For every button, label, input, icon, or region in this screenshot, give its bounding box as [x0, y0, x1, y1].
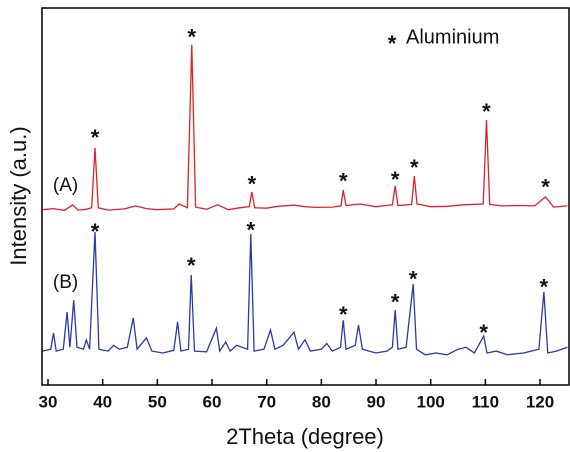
legend-label: Aluminium — [406, 26, 499, 48]
peak-marker: * — [188, 25, 197, 50]
x-tick-label: 40 — [93, 392, 112, 411]
peak-marker: * — [540, 275, 549, 300]
peak-marker: * — [482, 99, 491, 124]
peak-marker: * — [91, 125, 100, 150]
x-tick-label: 80 — [312, 392, 331, 411]
x-tick-label: 100 — [417, 392, 445, 411]
series-label: (A) — [53, 175, 78, 196]
series-line — [42, 44, 568, 212]
x-tick-label: 110 — [472, 392, 499, 411]
x-tick-label: 50 — [148, 392, 167, 411]
x-tick-label: 30 — [39, 392, 58, 411]
legend-marker: * — [388, 31, 397, 56]
plot-frame — [41, 7, 570, 386]
peak-marker: * — [541, 175, 550, 200]
peak-marker: * — [410, 155, 419, 180]
peak-marker: * — [339, 169, 348, 194]
x-tick-label: 90 — [367, 392, 386, 411]
x-axis-title: 2Theta (degree) — [226, 424, 384, 449]
peak-marker: * — [248, 172, 257, 197]
peak-marker: * — [91, 219, 100, 244]
peak-marker: * — [247, 218, 256, 243]
series-label: (B) — [53, 272, 78, 293]
peak-marker: * — [391, 290, 400, 315]
peak-marker: * — [339, 302, 348, 327]
x-tick-label: 60 — [203, 392, 222, 411]
peak-marker: * — [409, 267, 418, 292]
peak-marker: * — [187, 253, 196, 278]
peak-marker: * — [479, 320, 488, 345]
peak-marker: * — [391, 167, 400, 192]
x-tick-label: 70 — [257, 392, 276, 411]
y-axis-title: Intensity (a.u.) — [6, 126, 31, 265]
x-tick-label: 120 — [526, 392, 554, 411]
series-line — [42, 231, 568, 356]
